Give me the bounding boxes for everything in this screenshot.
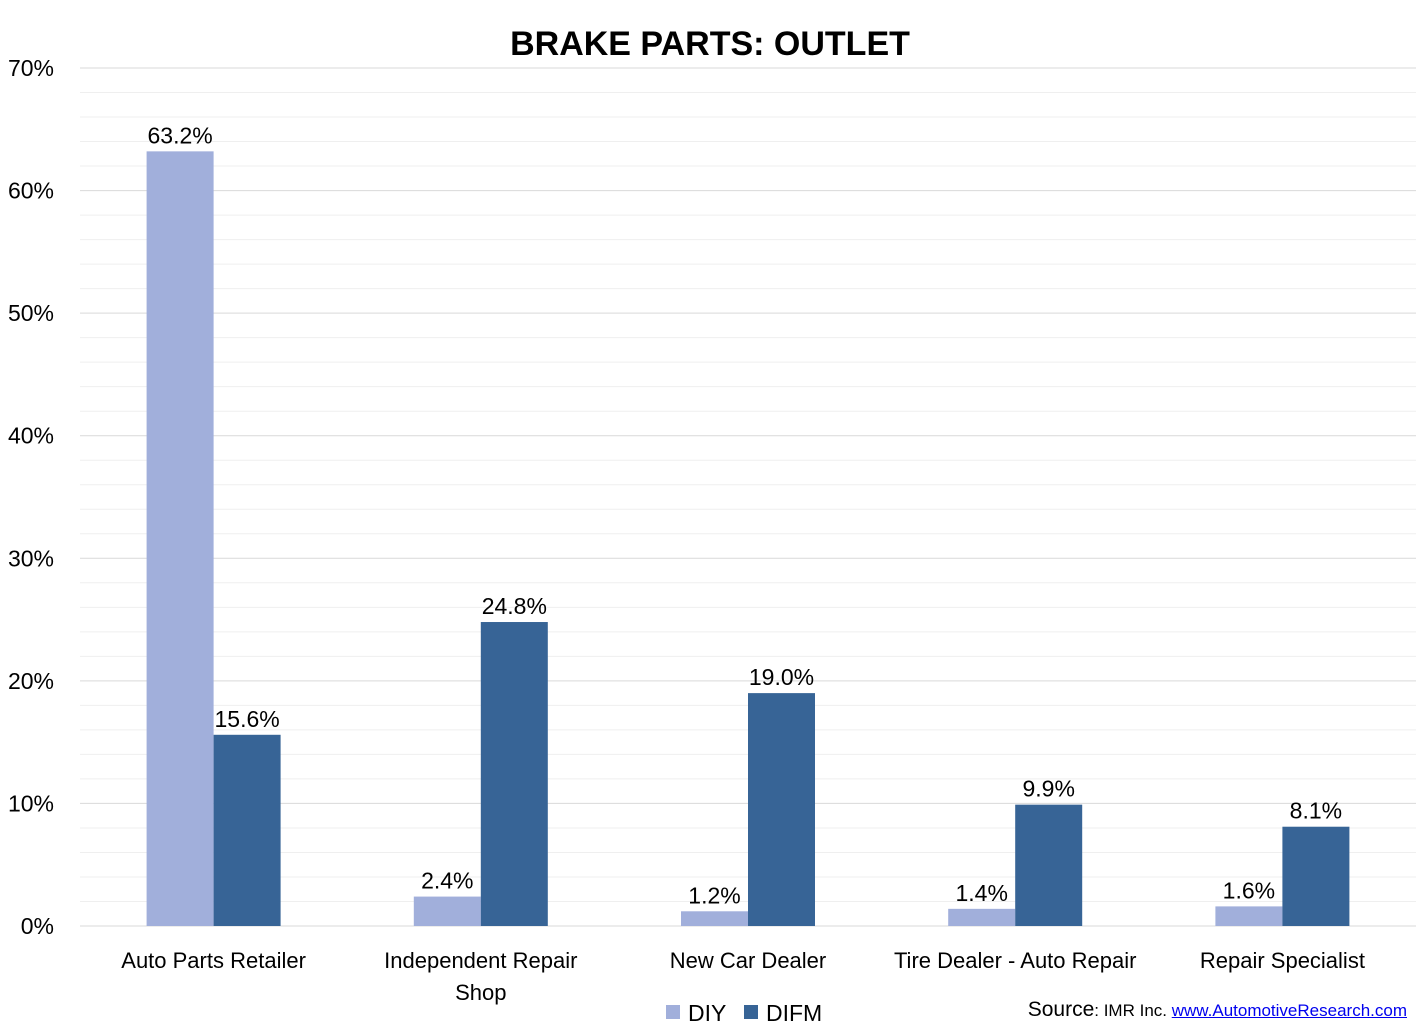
- x-category-label: Auto Parts Retailer: [121, 948, 306, 973]
- data-label: 1.6%: [1223, 877, 1275, 903]
- bar-diy: [681, 911, 748, 926]
- bar-difm: [1282, 826, 1350, 926]
- data-label: 63.2%: [147, 122, 212, 148]
- source-text: : IMR Inc.: [1094, 1001, 1172, 1020]
- chart-title: BRAKE PARTS: OUTLET: [510, 25, 910, 63]
- y-tick-label: 20%: [8, 668, 54, 694]
- x-category-label: Repair Specialist: [1200, 948, 1365, 973]
- legend-swatch-difm: [744, 1005, 758, 1019]
- data-label: 1.2%: [688, 882, 740, 908]
- gridlines: [80, 67, 1416, 927]
- y-tick-label: 60%: [8, 178, 54, 204]
- y-tick-label: 30%: [8, 545, 54, 571]
- legend-label-diy: DIY: [688, 1000, 726, 1026]
- x-axis: Auto Parts Retailer Independent Repair Sho…: [121, 948, 1365, 1005]
- data-label: 8.1%: [1290, 798, 1342, 824]
- x-category-label: Independent Repair: [384, 948, 577, 973]
- bar-difm: [1015, 804, 1083, 926]
- y-tick-label: 0%: [21, 913, 54, 939]
- bar-diy: [146, 151, 214, 926]
- source-note: Source: IMR Inc. www.AutomotiveResearch.…: [1028, 998, 1407, 1022]
- y-tick-label: 40%: [8, 423, 54, 449]
- y-tick-label: 70%: [8, 55, 54, 81]
- data-labels: 63.2% 15.6% 2.4% 24.8% 1.2% 19.0% 1.4% 9.9% 1.6%…: [147, 122, 1342, 908]
- x-category-label: New Car Dealer: [670, 948, 827, 973]
- data-label: 9.9%: [1022, 776, 1074, 802]
- data-label: 1.4%: [955, 880, 1007, 906]
- y-tick-label: 10%: [8, 790, 54, 816]
- y-axis: 0% 10% 20% 30% 40% 50% 60% 70%: [8, 55, 54, 939]
- x-category-label: Shop: [455, 980, 506, 1005]
- legend-label-difm: DIFM: [766, 1000, 822, 1026]
- bar-diy: [948, 908, 1016, 926]
- bars: [146, 151, 1350, 926]
- legend: DIY DIFM: [666, 1000, 822, 1026]
- data-label: 2.4%: [421, 868, 473, 894]
- bar-diy: [1215, 906, 1283, 926]
- bar-difm: [748, 693, 815, 926]
- bar-difm: [213, 734, 281, 926]
- data-label: 24.8%: [482, 593, 547, 619]
- source-lead: Source: [1027, 998, 1095, 1021]
- data-label: 15.6%: [214, 706, 279, 732]
- bar-difm: [480, 622, 548, 926]
- data-label: 19.0%: [749, 664, 814, 690]
- y-tick-label: 50%: [8, 300, 54, 326]
- legend-swatch-diy: [666, 1005, 680, 1019]
- source-link[interactable]: www.AutomotiveResearch.com: [1171, 1001, 1407, 1020]
- x-category-label: Tire Dealer - Auto Repair: [894, 948, 1137, 973]
- bar-diy: [413, 896, 481, 926]
